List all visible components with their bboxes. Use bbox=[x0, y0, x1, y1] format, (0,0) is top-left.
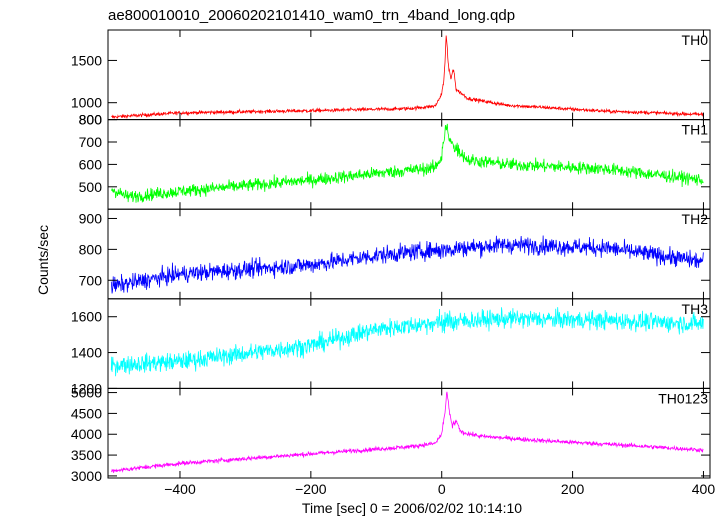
panel-label: TH0123 bbox=[658, 390, 708, 406]
y-tick-label: 900 bbox=[79, 210, 103, 226]
panel-label: TH0 bbox=[682, 32, 709, 48]
y-tick-label: 600 bbox=[79, 156, 103, 172]
series-line-th2 bbox=[110, 235, 704, 294]
y-tick-label: 1600 bbox=[71, 309, 102, 325]
y-axis-label: Counts/sec bbox=[35, 225, 51, 295]
y-tick-label: 3000 bbox=[71, 468, 102, 484]
panel-label: TH1 bbox=[682, 122, 709, 138]
panel-label: TH3 bbox=[682, 301, 709, 317]
panel-label: TH2 bbox=[682, 211, 709, 227]
y-tick-label: 700 bbox=[79, 272, 103, 288]
panel-frame bbox=[107, 119, 711, 210]
x-axis-label: Time [sec] 0 = 2006/02/02 10:14:10 bbox=[302, 500, 522, 516]
y-tick-label: 700 bbox=[79, 134, 103, 150]
y-tick-label: 3500 bbox=[71, 447, 102, 463]
series-line-th1 bbox=[110, 123, 704, 203]
x-tick-label: −200 bbox=[295, 481, 327, 497]
y-tick-label: 1000 bbox=[71, 95, 102, 111]
y-tick-label: 800 bbox=[79, 112, 103, 128]
y-tick-label: 5000 bbox=[71, 385, 102, 401]
panel-th2: 700 800 900 TH2 bbox=[79, 208, 711, 300]
series-line-th3 bbox=[110, 307, 704, 377]
panel-th1: 500 600 700 800 TH1 bbox=[79, 112, 711, 210]
y-tick-label: 4500 bbox=[71, 405, 102, 421]
y-tick-label: 800 bbox=[79, 112, 103, 128]
x-tick-label: 400 bbox=[692, 481, 716, 497]
series-line-th0 bbox=[111, 35, 704, 119]
x-tick-label: −400 bbox=[164, 481, 196, 497]
y-tick-label: 800 bbox=[79, 241, 103, 257]
y-tick-label: 1400 bbox=[71, 345, 102, 361]
panel-frame bbox=[107, 298, 711, 389]
y-tick-label: 4000 bbox=[71, 426, 102, 442]
y-tick-label: 1200 bbox=[71, 380, 102, 396]
series-line-th0123 bbox=[111, 391, 704, 474]
panel-frame bbox=[107, 29, 711, 121]
panel-th0123: 3000 3500 4000 4500 5000 TH0123 bbox=[71, 385, 711, 484]
x-tick-label: 0 bbox=[438, 481, 446, 497]
panel-frame bbox=[107, 387, 711, 479]
y-tick-label: 1500 bbox=[71, 52, 102, 68]
y-tick-label: 500 bbox=[79, 179, 103, 195]
panel-frame bbox=[107, 208, 711, 300]
panel-th3: 1200 1400 1600 TH3 bbox=[71, 298, 711, 396]
chart-title: ae800010010_20060202101410_wam0_trn_4ban… bbox=[108, 7, 515, 24]
x-tick-label: 200 bbox=[561, 481, 585, 497]
